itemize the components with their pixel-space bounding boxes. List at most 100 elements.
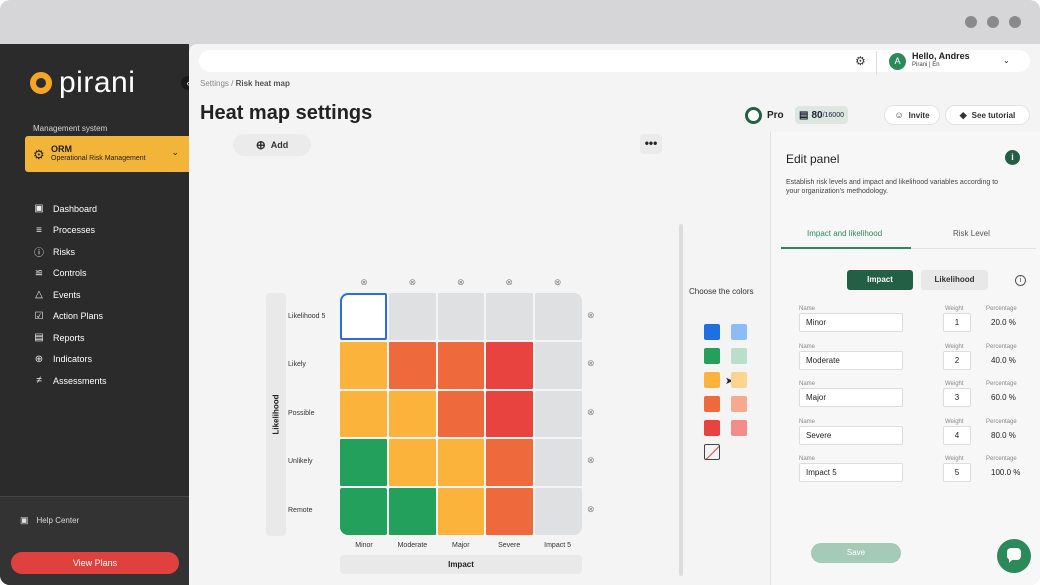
remove-column-icon[interactable]: ⊗ xyxy=(408,277,417,287)
impact-name-field[interactable]: Impact 5 xyxy=(799,463,903,482)
heatmap-cell[interactable] xyxy=(535,293,582,340)
add-label: Add xyxy=(270,140,289,150)
heatmap-cell[interactable] xyxy=(535,390,582,438)
heatmap-cell[interactable] xyxy=(388,390,436,438)
remove-row-icon[interactable]: ⊗ xyxy=(587,358,595,369)
sidebar-item-indicators[interactable]: ⊕ Indicators xyxy=(33,349,107,371)
heatmap-cell[interactable] xyxy=(535,341,582,389)
sidebar-item-dashboard[interactable]: ▣ Dashboard xyxy=(33,198,107,220)
heatmap-cell[interactable] xyxy=(340,439,387,487)
heatmap-cell[interactable] xyxy=(388,439,436,487)
color-swatch[interactable] xyxy=(731,372,747,388)
impact-weight-field[interactable]: 1 xyxy=(943,313,971,332)
column-label: Moderate xyxy=(397,542,428,549)
see-tutorial-button[interactable]: ◆ See tutorial xyxy=(945,105,1030,125)
pirani-logo[interactable]: pirani xyxy=(30,66,135,100)
sidebar-item-action-plans[interactable]: ☑ Action Plans xyxy=(33,306,107,328)
heatmap-cell[interactable] xyxy=(437,341,485,389)
remove-column-icon[interactable]: ⊗ xyxy=(553,277,562,287)
color-swatch[interactable] xyxy=(731,420,747,436)
remove-row-icon[interactable]: ⊗ xyxy=(587,455,595,466)
sidebar-item-reports[interactable]: ▤ Reports xyxy=(33,327,107,349)
impact-name-field[interactable]: Severe xyxy=(799,425,903,445)
color-swatch[interactable] xyxy=(704,420,720,436)
remove-column-icon[interactable]: ⊗ xyxy=(457,277,465,287)
sidebar-item-risks[interactable]: ⓘ Risks xyxy=(33,241,107,263)
impact-weight-field[interactable]: 4 xyxy=(943,425,971,445)
info-icon[interactable]: i xyxy=(1015,275,1026,286)
heatmap-cell[interactable] xyxy=(388,488,436,535)
tab-risk-level[interactable]: Risk Level xyxy=(953,229,990,238)
color-swatch[interactable] xyxy=(731,396,747,412)
weight-label: Weight xyxy=(945,306,964,312)
heatmap-cell[interactable] xyxy=(486,341,534,389)
impact-name-field[interactable]: Minor xyxy=(799,313,903,332)
sidebar-item-assessments[interactable]: ≠ Assessments xyxy=(33,370,106,392)
color-swatch[interactable] xyxy=(704,348,720,364)
heatmap-cell[interactable] xyxy=(340,293,387,340)
remove-row-icon[interactable]: ⊗ xyxy=(587,503,595,514)
color-swatch[interactable] xyxy=(704,396,720,412)
impact-toggle[interactable]: Impact xyxy=(847,270,913,290)
heatmap-cell[interactable] xyxy=(388,341,436,389)
scrollbar[interactable] xyxy=(679,224,683,576)
info-icon[interactable]: i xyxy=(1005,150,1020,165)
more-options-button[interactable]: ••• xyxy=(640,134,662,154)
chat-icon[interactable] xyxy=(997,539,1031,573)
plan-ring-icon xyxy=(745,106,762,124)
sidebar-item-controls[interactable]: ≌ Controls xyxy=(33,263,107,285)
help-center-link[interactable]: ▣ Help Center xyxy=(20,515,79,526)
color-swatch[interactable] xyxy=(704,324,720,340)
likelihood-toggle[interactable]: Likelihood xyxy=(921,270,988,290)
heatmap-cell[interactable] xyxy=(437,293,485,340)
heatmap-cell[interactable] xyxy=(437,390,485,438)
color-swatch[interactable] xyxy=(731,348,747,364)
heatmap-cell[interactable] xyxy=(340,390,387,438)
impact-weight-field[interactable]: 3 xyxy=(943,388,971,407)
heatmap-canvas: ⊕ Add ••• Likelihood Impact Choose the c… xyxy=(189,132,769,585)
save-button[interactable]: Save xyxy=(811,543,901,563)
impact-weight-field[interactable]: 2 xyxy=(943,350,971,370)
usage-total: /16000 xyxy=(822,111,844,119)
heatmap-cell[interactable] xyxy=(535,439,582,487)
window-dot-maximize[interactable] xyxy=(987,16,999,28)
window-dot-minimize[interactable] xyxy=(965,16,977,28)
settings-icon: ⚙ xyxy=(33,147,45,162)
sidebar-item-processes[interactable]: ≡ Processes xyxy=(33,220,107,242)
orm-selector[interactable]: ⚙ ORM Operational Risk Management ⌄ xyxy=(25,136,197,172)
impact-weight-field[interactable]: 5 xyxy=(943,463,971,482)
add-button[interactable]: ⊕ Add xyxy=(233,134,311,156)
color-swatch[interactable] xyxy=(704,372,720,388)
invite-button[interactable]: ☺ Invite xyxy=(884,105,940,125)
heatmap-cell[interactable] xyxy=(535,488,582,535)
chevron-down-icon[interactable]: ⌄ xyxy=(1003,56,1010,65)
heatmap-cell[interactable] xyxy=(486,488,534,535)
tab-impact-and-likelihood[interactable]: Impact and likelihood xyxy=(807,229,883,238)
heatmap-cell[interactable] xyxy=(388,293,436,340)
heatmap-cell[interactable] xyxy=(437,439,485,487)
heatmap-cell[interactable] xyxy=(437,488,485,535)
window-dot-close[interactable] xyxy=(1009,16,1021,28)
heatmap-cell[interactable] xyxy=(486,390,534,438)
heatmap-cell[interactable] xyxy=(340,341,387,389)
remove-row-icon[interactable]: ⊗ xyxy=(587,310,595,320)
impact-name-field[interactable]: Moderate xyxy=(799,350,903,370)
heatmap-cell[interactable] xyxy=(486,293,534,340)
impact-row: Name Weight Percentage Major 3 60.0 % xyxy=(771,381,1040,417)
logo-text: pirani xyxy=(59,66,136,99)
remove-column-icon[interactable]: ⊗ xyxy=(505,277,513,287)
heatmap-cell[interactable] xyxy=(486,439,534,487)
color-swatch[interactable] xyxy=(731,324,747,340)
impact-name-field[interactable]: Major xyxy=(799,388,903,407)
gear-icon[interactable]: ⚙ xyxy=(855,54,866,68)
no-color-swatch[interactable] xyxy=(704,444,720,460)
breadcrumb-root[interactable]: Settings / xyxy=(200,79,234,88)
remove-column-icon[interactable]: ⊗ xyxy=(360,277,368,287)
list-icon: ≡ xyxy=(36,224,42,236)
avatar[interactable]: A xyxy=(889,53,906,70)
remove-row-icon[interactable]: ⊗ xyxy=(587,406,595,417)
heatmap-cell[interactable] xyxy=(340,488,387,535)
sidebar-item-events[interactable]: △ Events xyxy=(33,284,107,306)
view-plans-button[interactable]: View Plans xyxy=(11,552,179,574)
